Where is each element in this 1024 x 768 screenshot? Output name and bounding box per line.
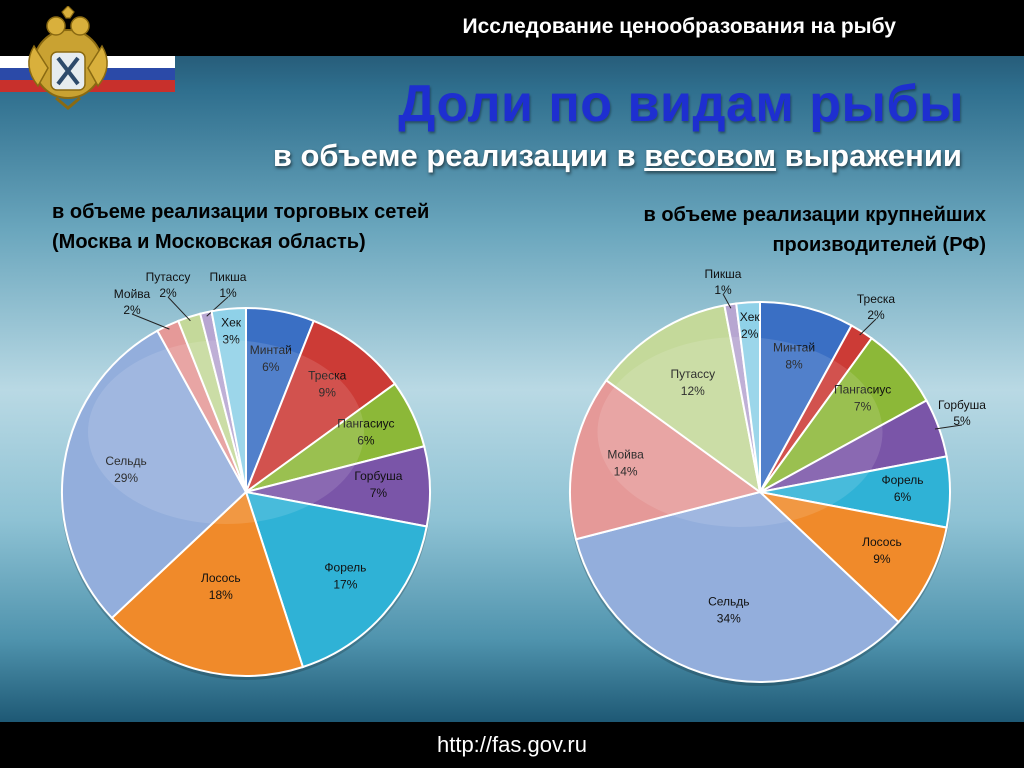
slice-percent-0-5: 18% — [209, 588, 233, 602]
pie-chart-1: Минтай 8% Треска 2% Пангасиус 7% Горбуша 5% Форе… — [569, 267, 986, 686]
pie-slice-0-1 — [243, 319, 397, 495]
slice-name-0-6: Сельдь — [105, 454, 146, 468]
pie-gloss — [88, 340, 364, 524]
slice-name-1-9: Пикша — [705, 267, 742, 281]
leader-line-1-3 — [934, 424, 963, 430]
header-bar: Исследование ценообразования на рыбу — [0, 0, 1024, 56]
slice-percent-0-6: 29% — [114, 471, 138, 485]
slice-name-1-5: Лосось — [862, 535, 902, 549]
pie-slice-0-10 — [210, 306, 247, 493]
slice-percent-1-4: 6% — [894, 490, 912, 504]
slice-percent-0-4: 17% — [333, 578, 357, 592]
leader-line-0-8 — [167, 296, 191, 322]
leader-line-1-1 — [859, 318, 877, 336]
slice-name-1-0: Минтай — [773, 341, 815, 355]
slice-percent-0-8: 2% — [159, 286, 177, 300]
pie-slice-0-5 — [110, 490, 305, 677]
slice-percent-0-7: 2% — [123, 303, 141, 317]
right-chart-heading: в объеме реализации крупнейших производи… — [546, 200, 986, 260]
right-chart-heading-line1: в объеме реализации крупнейших — [643, 204, 986, 226]
footer-url[interactable]: http://fas.gov.ru — [436, 732, 587, 757]
left-chart-heading-line2: (Москва и Московская область) — [52, 231, 366, 253]
pie-slice-1-8 — [604, 304, 762, 495]
pie-chart-0: Минтай 6% Треска 9% Пангасиус 6% Горбуша 7% Форе… — [61, 270, 431, 680]
pie-slice-1-6 — [574, 490, 900, 683]
slice-percent-1-8: 12% — [681, 384, 705, 398]
slice-name-1-8: Путассу — [670, 367, 715, 381]
slice-name-0-3: Горбуша — [354, 469, 402, 483]
slide-subtitle: в объеме реализации в весовом выражении — [273, 138, 962, 174]
pie-slice-1-7 — [569, 378, 763, 541]
slice-percent-1-2: 7% — [854, 400, 872, 414]
leader-line-0-7 — [131, 313, 170, 330]
slice-percent-1-10: 2% — [741, 327, 759, 341]
leader-line-0-9 — [206, 296, 229, 317]
slice-name-0-8: Путассу — [146, 270, 191, 284]
slice-name-0-2: Пангасиус — [337, 417, 394, 431]
slice-name-1-2: Пангасиус — [834, 383, 891, 397]
left-chart-heading-line1: в объеме реализации торговых сетей — [52, 201, 430, 223]
slice-name-1-6: Сельдь — [708, 595, 749, 609]
right-chart-heading-line2: производителей (РФ) — [772, 234, 986, 256]
slice-percent-1-5: 9% — [873, 552, 891, 566]
slice-name-0-5: Лосось — [201, 571, 241, 585]
slice-percent-1-6: 34% — [717, 612, 741, 626]
slice-percent-0-10: 3% — [222, 333, 240, 347]
pie-slice-0-6 — [61, 329, 248, 620]
pie-slice-1-5 — [756, 490, 948, 624]
slice-name-0-9: Пикша — [210, 270, 247, 284]
slice-percent-0-0: 6% — [262, 360, 280, 374]
slice-name-1-10: Хек — [740, 310, 761, 324]
pie-gloss — [597, 337, 883, 527]
pie-slice-1-10 — [735, 300, 761, 493]
slice-name-1-1: Треска — [857, 292, 896, 306]
slice-name-0-7: Мойва — [114, 287, 151, 301]
slice-percent-0-1: 9% — [319, 385, 337, 399]
header-title: Исследование ценообразования на рыбу — [462, 15, 896, 38]
slice-name-0-4: Форель — [324, 561, 366, 575]
footer-bar: http://fas.gov.ru — [0, 722, 1024, 768]
slice-name-0-0: Минтай — [250, 343, 292, 357]
slice-name-1-7: Мойва — [607, 447, 644, 461]
pie-slice-0-4 — [244, 490, 428, 669]
slice-percent-0-3: 7% — [370, 486, 388, 500]
slice-percent-1-7: 14% — [614, 464, 638, 478]
slide-title: Доли по видам рыбы — [398, 75, 964, 133]
slice-percent-1-1: 2% — [867, 308, 885, 322]
slice-percent-0-9: 1% — [219, 286, 237, 300]
slice-percent-1-3: 5% — [953, 414, 971, 428]
slice-name-1-4: Форель — [882, 473, 924, 487]
subtitle-pre: в объеме реализации в — [272, 138, 645, 173]
slice-percent-1-9: 1% — [714, 283, 732, 297]
pie-slice-1-0 — [759, 300, 853, 493]
emblem-icon — [28, 6, 108, 110]
slice-percent-0-2: 6% — [357, 434, 375, 448]
slice-name-1-3: Горбуша — [938, 398, 986, 412]
left-chart-heading: в объеме реализации торговых сетей (Моск… — [52, 197, 492, 257]
leader-line-1-9 — [722, 293, 732, 309]
slice-percent-1-0: 8% — [785, 358, 803, 372]
slice-name-0-10: Хек — [221, 316, 242, 330]
subtitle-post: выражении — [776, 138, 962, 173]
subtitle-underlined: весовом — [644, 138, 777, 173]
slice-name-0-1: Треска — [308, 368, 347, 382]
